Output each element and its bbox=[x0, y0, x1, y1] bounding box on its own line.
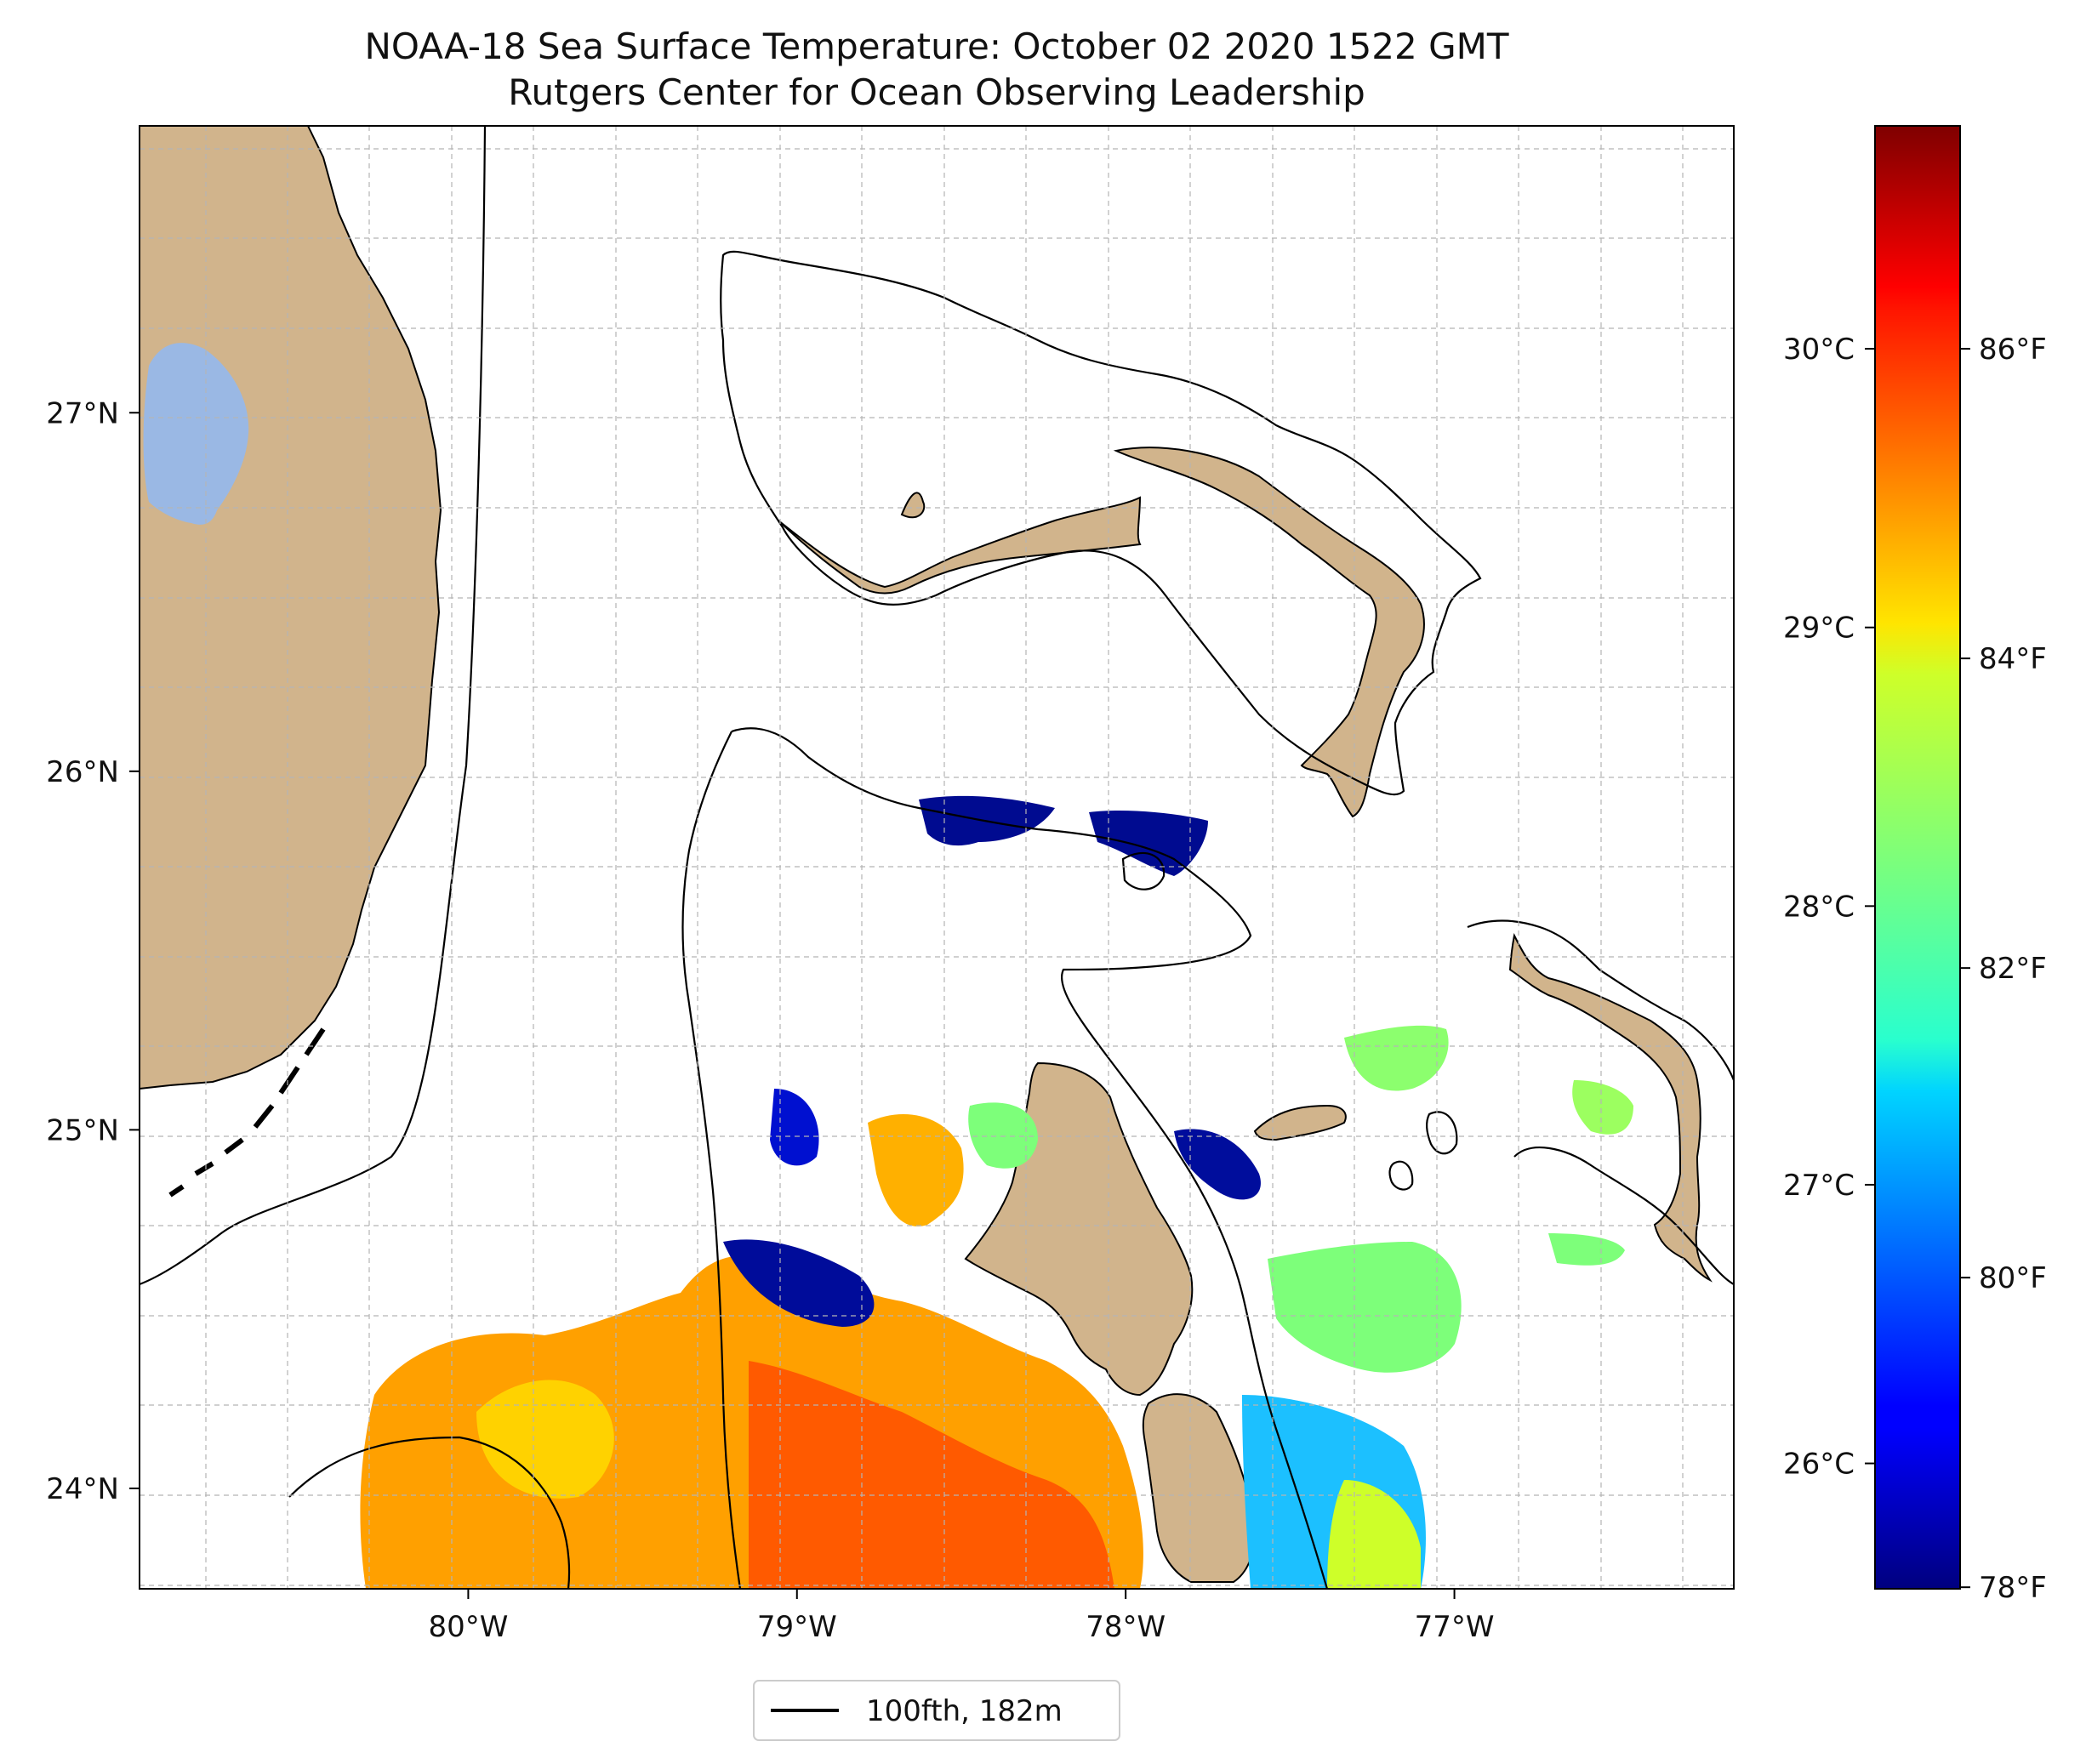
lon-tick-label: 77°W bbox=[1415, 1610, 1495, 1644]
lat-tick-label: 25°N bbox=[46, 1113, 119, 1147]
celsius-tick-label: 29°C bbox=[1783, 612, 1855, 646]
map-ticks: 80°W 79°W 78°W 77°W 24°N 25°N 26°N 27°N bbox=[46, 396, 1494, 1644]
legend: 100fth, 182m bbox=[753, 1680, 1120, 1741]
lake-okeechobee bbox=[143, 343, 249, 525]
map-area bbox=[140, 126, 1734, 1589]
gridlines bbox=[140, 126, 1734, 1589]
andros-south bbox=[1142, 1393, 1257, 1583]
celsius-tick-label: 30°C bbox=[1783, 333, 1855, 367]
lon-tick-label: 80°W bbox=[428, 1610, 508, 1644]
legend-box bbox=[753, 1680, 1120, 1741]
fahrenheit-tick-label: 80°F bbox=[1979, 1261, 2047, 1295]
lon-tick-label: 78°W bbox=[1086, 1610, 1166, 1644]
colorbar bbox=[1874, 125, 1961, 1590]
florida-keys bbox=[168, 1027, 326, 1198]
fahrenheit-tick-label: 78°F bbox=[1979, 1571, 2047, 1605]
lat-tick-label: 24°N bbox=[46, 1472, 119, 1506]
celsius-tick-label: 26°C bbox=[1783, 1448, 1855, 1482]
grand-bahama-land bbox=[778, 496, 1142, 595]
lat-tick-label: 26°N bbox=[46, 755, 119, 789]
map-frame bbox=[139, 125, 1735, 1590]
map-subtitle: Rutgers Center for Ocean Observing Leade… bbox=[508, 71, 1365, 113]
legend-label: 100fth, 182m bbox=[866, 1694, 1063, 1728]
abaco-land bbox=[1113, 447, 1425, 818]
fahrenheit-tick-label: 84°F bbox=[1979, 642, 2047, 676]
sst-patches bbox=[360, 795, 1633, 1589]
grand-bahama-east bbox=[900, 492, 926, 519]
lon-tick-label: 79°W bbox=[757, 1610, 837, 1644]
fahrenheit-tick-label: 86°F bbox=[1979, 333, 2047, 367]
celsius-tick-label: 28°C bbox=[1783, 890, 1855, 924]
fahrenheit-tick-label: 82°F bbox=[1979, 952, 2047, 986]
isobath-contours bbox=[140, 126, 1734, 1589]
new-providence-land bbox=[1253, 1104, 1347, 1141]
eleuthera-land bbox=[1508, 932, 1713, 1283]
celsius-tick-label: 27°C bbox=[1783, 1169, 1855, 1203]
lat-tick-label: 27°N bbox=[46, 396, 119, 430]
colorbar-ticks: 26°C 27°C 28°C 29°C 30°C 78°F 80°F 82°F 84°F 86°F bbox=[1783, 333, 2047, 1605]
map-title: NOAA-18 Sea Surface Temperature: October… bbox=[364, 26, 1509, 67]
